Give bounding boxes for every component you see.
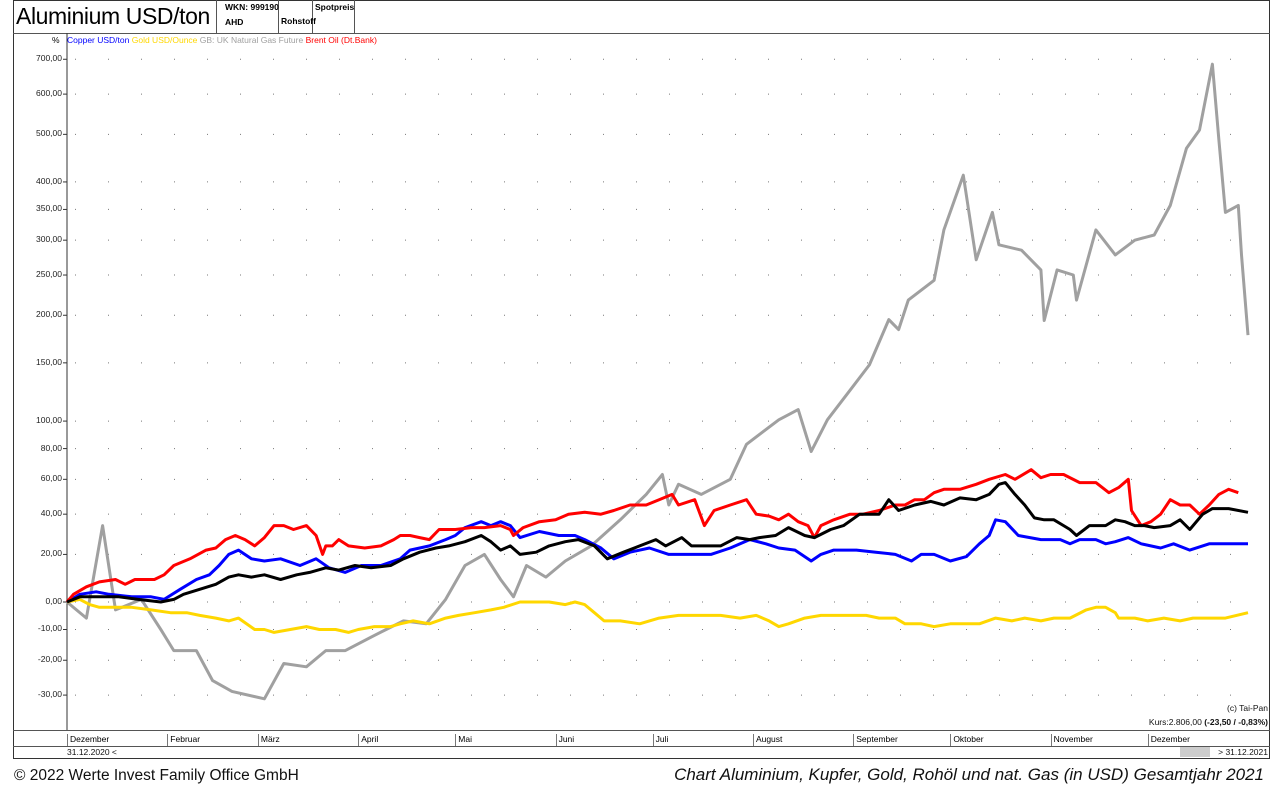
x-tick-label: Juli: [652, 734, 668, 746]
quote-change: (-23,50 / -0,83%): [1204, 717, 1268, 727]
y-tick-label: -30,00: [37, 689, 62, 700]
x-tick-label: März: [257, 734, 280, 746]
x-tick-label: Februar: [167, 734, 200, 746]
footer-caption: Chart Aluminium, Kupfer, Gold, Rohöl und…: [674, 765, 1264, 784]
x-tick-label: Dezember: [67, 734, 109, 746]
y-tick-label: 80,00: [40, 442, 62, 453]
y-tick-label: 150,00: [36, 356, 62, 367]
wkn-cell: WKN: 999190 AHD: [223, 0, 279, 33]
y-tick-label: 100,00: [36, 415, 62, 426]
legend-entry: Gold USD/Ounce: [131, 35, 200, 45]
series-line-copper-usd-ton: [66, 518, 1248, 604]
x-axis-divider: [13, 730, 1270, 731]
code-label: AHD: [225, 17, 244, 27]
header-divider: [13, 33, 1270, 34]
x-tick-label: Oktober: [950, 734, 984, 746]
y-tick-label: 20,00: [40, 548, 62, 559]
y-tick-label: 400,00: [36, 175, 62, 186]
type-label: Rohstoff: [279, 0, 316, 33]
y-tick-label: 600,00: [36, 88, 62, 99]
y-tick-label: 40,00: [40, 508, 62, 519]
legend-entry: Copper USD/ton: [67, 35, 132, 45]
quote-value: Kurs:2.806,00: [1148, 717, 1202, 727]
legend-entry: Brent Oil (Dt.Bank): [305, 35, 377, 45]
series-line-brent-oil-dt-bank-: [65, 468, 1239, 603]
legend-entry: GB: UK Natural Gas Future: [199, 35, 306, 45]
y-tick-label: 350,00: [36, 203, 62, 214]
chart-frame: [13, 0, 1270, 759]
y-tick-label: 250,00: [36, 269, 62, 280]
x-tick-label: November: [1050, 734, 1093, 746]
legend: Copper USD/ton Gold USD/Ounce GB: UK Nat…: [67, 35, 377, 45]
series-line-aluminium-usd-ton: [66, 481, 1249, 604]
scrollbar-thumb[interactable]: [1180, 747, 1210, 757]
quote-readout: Kurs:2.806,00 (-23,50 / -0,83%): [1149, 717, 1268, 728]
y-tick-label: 200,00: [36, 309, 62, 320]
y-tick-label: 300,00: [36, 234, 62, 245]
series-line-gold-usd-ounce: [66, 597, 1249, 634]
date-row-divider: [13, 746, 1270, 747]
y-tick-label: -20,00: [37, 654, 62, 665]
end-date[interactable]: > 31.12.2021: [1218, 747, 1268, 757]
y-tick-label: 700,00: [36, 53, 62, 64]
x-tick-label: Mai: [455, 734, 472, 746]
x-tick-label: April: [358, 734, 378, 746]
y-tick-label: 500,00: [36, 128, 62, 139]
start-date[interactable]: 31.12.2020 <: [67, 747, 117, 757]
y-tick-label: 0,00: [45, 596, 62, 606]
x-tick-label: Dezember: [1147, 734, 1190, 746]
x-tick-label: August: [752, 734, 782, 746]
copyright-taipan: (c) Tai-Pan: [1227, 703, 1268, 713]
y-tick-label: -10,00: [37, 623, 62, 634]
x-tick-label: September: [853, 734, 898, 746]
chart-title: Aluminium USD/ton: [13, 0, 217, 33]
wkn-label: WKN: 999190: [225, 2, 279, 12]
y-tick-label: 60,00: [40, 473, 62, 484]
footer-copyright: © 2022 Werte Invest Family Office GmbH: [14, 767, 299, 784]
price-type-label: Spotpreis: [313, 0, 355, 33]
y-unit-label: %: [52, 35, 60, 45]
series-line-gb-uk-natural-gas-future: [66, 62, 1250, 701]
x-tick-label: Juni: [555, 734, 574, 746]
